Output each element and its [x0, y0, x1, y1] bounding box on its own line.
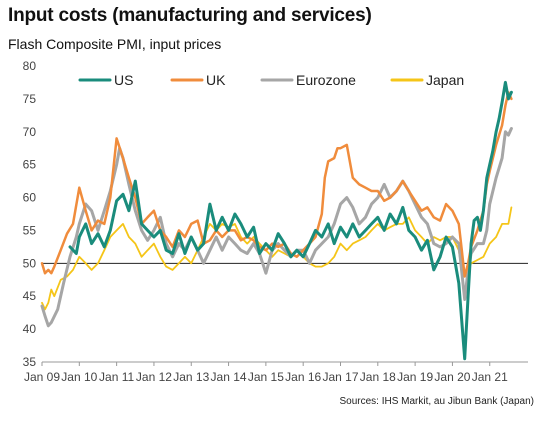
x-tick-label: Jan 15 — [248, 370, 284, 384]
y-tick-label: 80 — [23, 59, 37, 73]
chart-subtitle: Flash Composite PMI, input prices — [8, 36, 222, 52]
x-tick-label: Jan 10 — [61, 370, 97, 384]
legend-label-eurozone: Eurozone — [296, 72, 356, 88]
y-tick-label: 50 — [23, 256, 37, 270]
y-tick-label: 65 — [23, 158, 37, 172]
legend-label-us: US — [114, 72, 133, 88]
y-tick-label: 35 — [23, 355, 37, 369]
y-tick-label: 40 — [23, 322, 37, 336]
y-axis-ticks: 35 40 45 50 55 60 65 70 75 80 — [23, 59, 37, 369]
y-tick-label: 55 — [23, 223, 37, 237]
x-tick-label: Jan 13 — [173, 370, 209, 384]
legend: US UK Eurozone Japan — [78, 72, 464, 88]
x-tick-label: Jan 11 — [99, 370, 134, 384]
x-tick-label: Jan 17 — [322, 370, 358, 384]
x-tick-label: Jan 09 — [24, 370, 60, 384]
chart-title: Input costs (manufacturing and services) — [8, 5, 372, 26]
source-note: Sources: IHS Markit, au Jibun Bank (Japa… — [339, 396, 534, 407]
series-line-us — [68, 80, 513, 361]
x-tick-label: Jan 18 — [360, 370, 396, 384]
legend-label-japan: Japan — [426, 72, 464, 88]
series-lines — [40, 80, 513, 361]
series-line-japan — [41, 206, 513, 311]
x-tick-label: Jan 19 — [397, 370, 433, 384]
x-tick-label: Jan 14 — [211, 370, 247, 384]
legend-label-uk: UK — [206, 72, 226, 88]
x-tick-label: Jan 20 — [434, 370, 470, 384]
y-tick-label: 70 — [23, 125, 37, 139]
y-tick-label: 45 — [23, 289, 37, 303]
y-tick-label: 75 — [23, 92, 37, 106]
y-tick-label: 60 — [23, 191, 37, 205]
x-tick-label: Jan 12 — [136, 370, 172, 384]
x-axis-ticks: Jan 09 Jan 10 Jan 11 Jan 12 Jan 13 Jan 14 Jan … — [24, 362, 508, 384]
x-tick-label: Jan 21 — [472, 370, 508, 384]
x-tick-label: Jan 16 — [285, 370, 321, 384]
